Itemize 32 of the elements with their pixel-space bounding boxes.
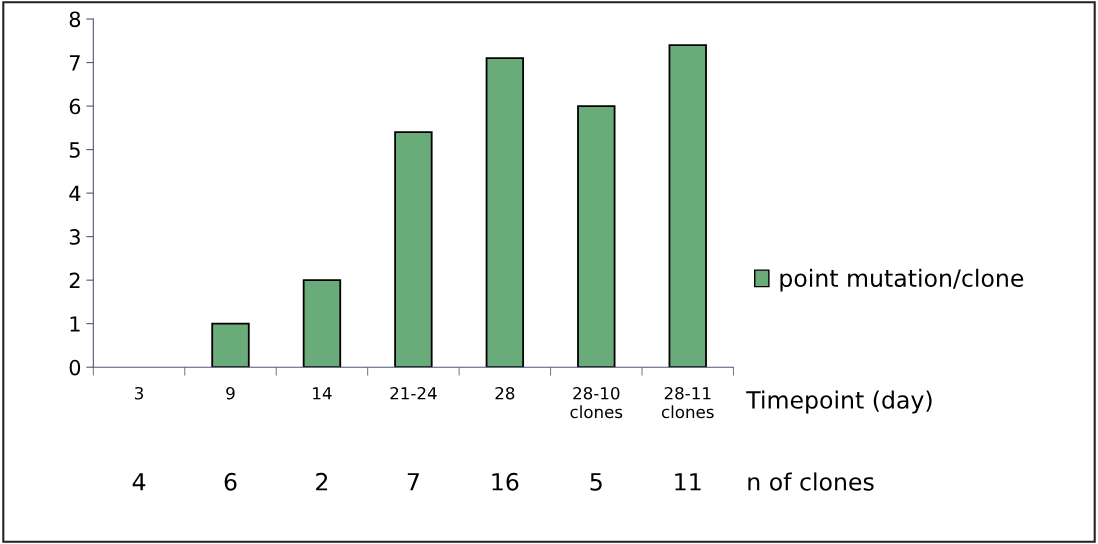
x-tick-label: 3 bbox=[135, 386, 144, 400]
bar bbox=[211, 322, 250, 368]
text: n of clones bbox=[748, 472, 874, 491]
x-tick-label: 14 bbox=[313, 387, 332, 400]
y-tick-label: 6 bbox=[69, 98, 81, 115]
bar bbox=[668, 44, 707, 368]
y-tick-label: 8 bbox=[69, 11, 81, 28]
text: 16 bbox=[492, 472, 519, 491]
y-tick-label: 5 bbox=[69, 142, 80, 158]
x-tick-label: 9 bbox=[226, 386, 235, 400]
text: 2 bbox=[316, 472, 328, 491]
y-tick-label: 3 bbox=[69, 229, 80, 245]
legend-label: point mutation/clone bbox=[780, 268, 1024, 292]
text: 11 bbox=[675, 473, 701, 491]
x-tick-label: 28-10 clones bbox=[570, 386, 623, 419]
y-tick-label: 7 bbox=[69, 55, 80, 71]
text: 4 bbox=[132, 473, 146, 491]
bar bbox=[394, 131, 433, 368]
text: 7 bbox=[407, 473, 419, 491]
y-tick-label: 0 bbox=[69, 359, 81, 376]
text: 5 bbox=[590, 473, 602, 491]
bar bbox=[302, 279, 342, 368]
bar bbox=[485, 57, 525, 368]
bar bbox=[577, 105, 616, 368]
x-tick-label: 28 bbox=[495, 386, 515, 400]
y-tick-label: 2 bbox=[69, 272, 80, 289]
y-tick-label: 1 bbox=[70, 316, 80, 332]
x-tick-label: 21-24 bbox=[390, 386, 437, 400]
text: 6 bbox=[224, 472, 237, 491]
x-tick-label: 28-11 clones bbox=[661, 386, 714, 419]
x-axis-title: Timepoint (day) bbox=[746, 390, 932, 414]
y-tick-label: 4 bbox=[69, 185, 81, 202]
